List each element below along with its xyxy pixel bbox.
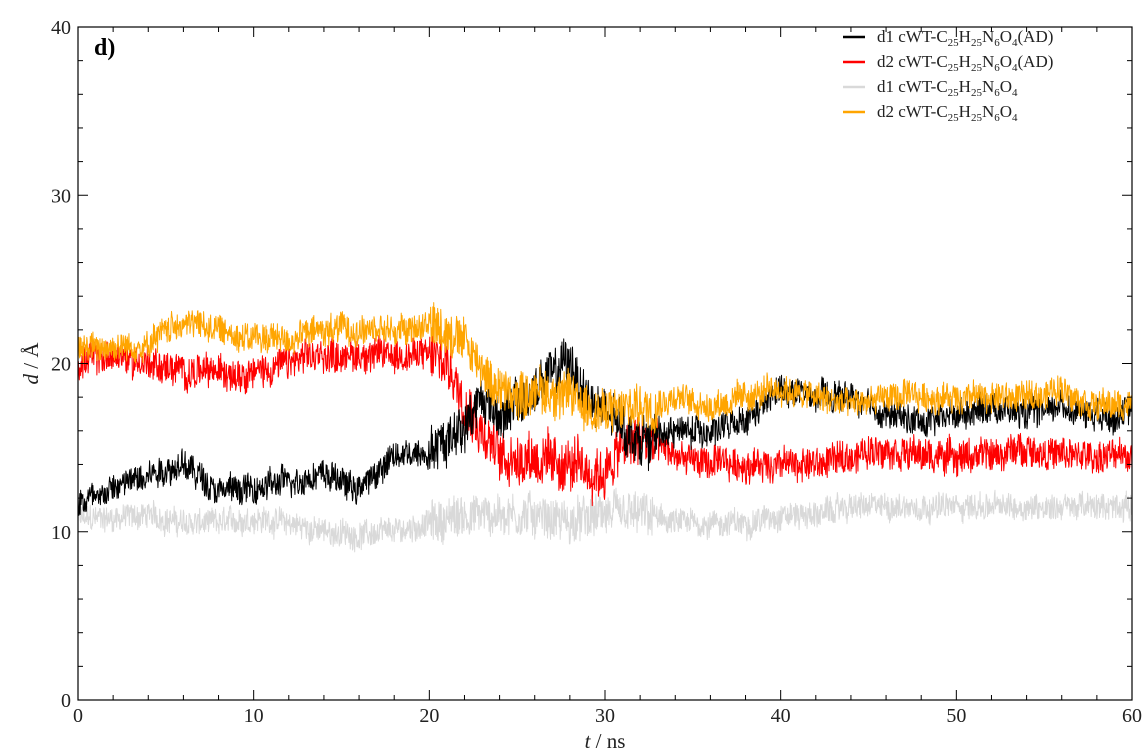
x-tick-label: 60 [1122,705,1142,727]
y-tick-label: 0 [61,690,71,712]
series-line-2 [77,334,1133,507]
x-tick-label: 0 [73,705,83,727]
y-tick-label: 30 [51,185,71,207]
legend: d1 cWT-C25H25N6O4(AD) d2 cWT-C25H25N6O4(A… [843,27,1053,124]
y-axis-label: d / Å [19,342,43,385]
series-line-1 [77,338,1133,516]
series-layer [77,302,1133,553]
legend-label-1: d1 cWT-C25H25N6O4(AD) [877,27,1053,49]
panel-label: d) [94,35,115,61]
y-tick-label: 40 [51,17,71,39]
x-tick-label: 10 [244,705,264,727]
legend-label-3: d1 cWT-C25H25N6O4 [877,77,1018,99]
series-line-4 [77,302,1133,434]
legend-label-4: d2 cWT-C25H25N6O4 [877,102,1018,124]
axes-layer: 0 10 20 30 40 50 60 0 10 20 30 40 t / ns d / Å [19,17,1142,753]
y-tick-label: 20 [51,354,71,376]
x-tick-label: 20 [419,705,439,727]
x-tick-label: 30 [595,705,615,727]
plot-frame [77,26,1133,701]
series-line-3 [77,487,1133,553]
legend-label-2: d2 cWT-C25H25N6O4(AD) [877,52,1053,74]
x-tick-label: 50 [946,705,966,727]
y-tick-label: 10 [51,522,71,544]
x-tick-label: 40 [771,705,791,727]
x-axis-label: t / ns [585,729,626,753]
